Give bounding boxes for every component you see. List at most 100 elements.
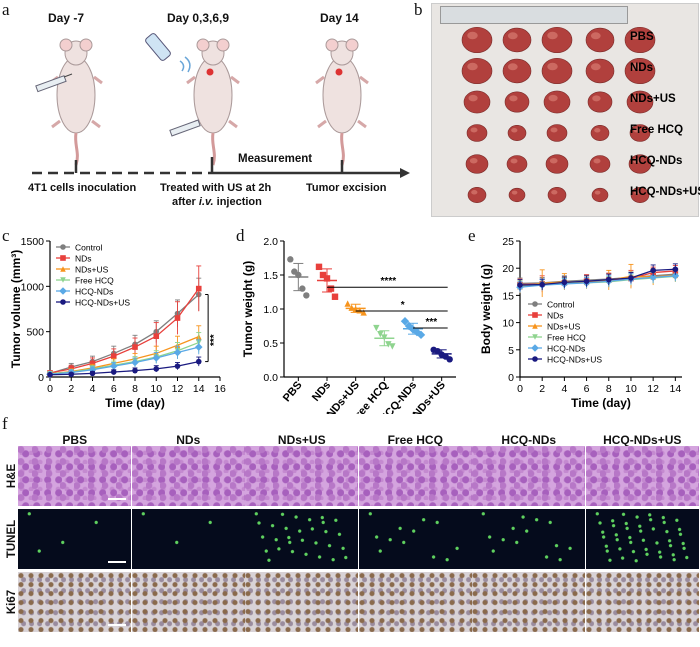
tumor-highlight [547, 31, 558, 40]
data-point [377, 330, 384, 338]
histology-image [358, 509, 472, 569]
tumor [502, 27, 532, 53]
series-line [519, 275, 676, 288]
step-inoculation: 4T1 cells inoculation [28, 182, 137, 194]
data-point [628, 275, 634, 281]
tumor-row-label: NDs+US [630, 93, 676, 105]
y-tick-label: 0.5 [263, 338, 278, 350]
sig-label: **** [381, 276, 397, 287]
data-point [195, 358, 202, 365]
data-point [583, 278, 590, 285]
tumor [502, 58, 532, 84]
data-point [373, 324, 380, 332]
legend-marker [532, 356, 538, 362]
y-tick-label: 1500 [21, 236, 45, 248]
legend-label: NDs [75, 254, 92, 264]
legend-marker [60, 299, 66, 305]
tumor-highlight [550, 127, 558, 133]
tumor [589, 155, 611, 173]
step-excision: Tumor excision [306, 182, 387, 194]
x-tick-label: 14 [193, 383, 205, 395]
tumor [547, 187, 567, 203]
data-point [287, 256, 294, 263]
legend-label: Free HCQ [547, 333, 586, 343]
data-point [109, 362, 118, 370]
y-tick-label: 15 [502, 290, 514, 302]
x-tick-label: 10 [625, 383, 637, 395]
tumor-highlight [511, 190, 518, 195]
histology-image [245, 509, 358, 569]
legend-marker [60, 277, 66, 283]
data-point [131, 358, 139, 367]
syringe-icon [169, 119, 201, 137]
data-point [89, 370, 96, 377]
y-tick-label: 0.0 [263, 372, 278, 384]
tumor-row-label: HCQ-NDs+US [630, 186, 700, 198]
histology-image [472, 572, 585, 632]
panel-letter-f: f [2, 414, 8, 433]
x-tick-label: PBS [281, 379, 305, 404]
histology-column-label: NDs [176, 433, 201, 447]
group [344, 300, 367, 316]
tumor-highlight [549, 157, 558, 164]
tumor-highlight [507, 32, 518, 40]
syringe-icon [35, 73, 73, 93]
mouse-icon [49, 38, 103, 166]
ruler [440, 6, 628, 24]
legend-marker [60, 244, 66, 250]
group [373, 324, 396, 350]
tumor-highlight [593, 158, 601, 164]
series-line [49, 288, 200, 374]
legend-marker [59, 287, 67, 295]
y-tick-label: 25 [502, 236, 514, 248]
scale-bar [108, 498, 126, 500]
data-point [110, 353, 117, 359]
scale-bar [108, 561, 126, 563]
histology-image [585, 572, 699, 632]
data-point [561, 279, 568, 286]
legend-label: HCQ-NDs+US [547, 355, 602, 365]
series [47, 356, 202, 378]
tumor-highlight [632, 157, 641, 164]
data-point [517, 282, 523, 288]
data-point [389, 343, 396, 350]
group [400, 317, 426, 340]
data-point [446, 356, 453, 363]
legend-label: NDs+US [547, 322, 581, 332]
legend-label: HCQ-NDs [547, 344, 585, 354]
scale-bar [108, 624, 126, 626]
data-point [539, 281, 545, 288]
data-point [110, 369, 117, 375]
data-point [416, 330, 426, 340]
data-point [400, 317, 410, 326]
x-tick-label: 6 [111, 383, 117, 395]
x-tick-label: 12 [647, 383, 659, 395]
y-tick-label: 20 [502, 263, 514, 275]
sig-label: *** [209, 334, 220, 346]
x-tick-label: 10 [150, 383, 162, 395]
data-point [672, 266, 679, 273]
group [287, 256, 310, 299]
tumor [506, 155, 528, 173]
histology-image [585, 446, 699, 506]
series-line [49, 294, 200, 374]
tumor-row-label: Free HCQ [630, 124, 684, 136]
tumor-row-label: NDs [630, 62, 654, 74]
tumor-photo [431, 3, 699, 217]
histology-column-label: NDs+US [277, 433, 326, 447]
series-line [519, 274, 676, 288]
data-point [331, 293, 339, 300]
y-tick-label: 500 [26, 327, 44, 339]
y-axis-label: Body weight (g) [479, 264, 493, 354]
tumor-row-label: PBS [630, 31, 654, 43]
data-point [174, 315, 181, 321]
x-tick-label: 0 [47, 383, 53, 395]
tumor-highlight [590, 32, 601, 40]
x-tick-label: 6 [584, 383, 590, 395]
data-point [360, 309, 367, 316]
tumor-highlight [467, 62, 478, 71]
tumor [587, 91, 613, 113]
tumor-highlight [470, 127, 478, 133]
tumor-highlight [592, 95, 601, 102]
step-treatment-line1: Treated with US at 2h [160, 182, 272, 194]
